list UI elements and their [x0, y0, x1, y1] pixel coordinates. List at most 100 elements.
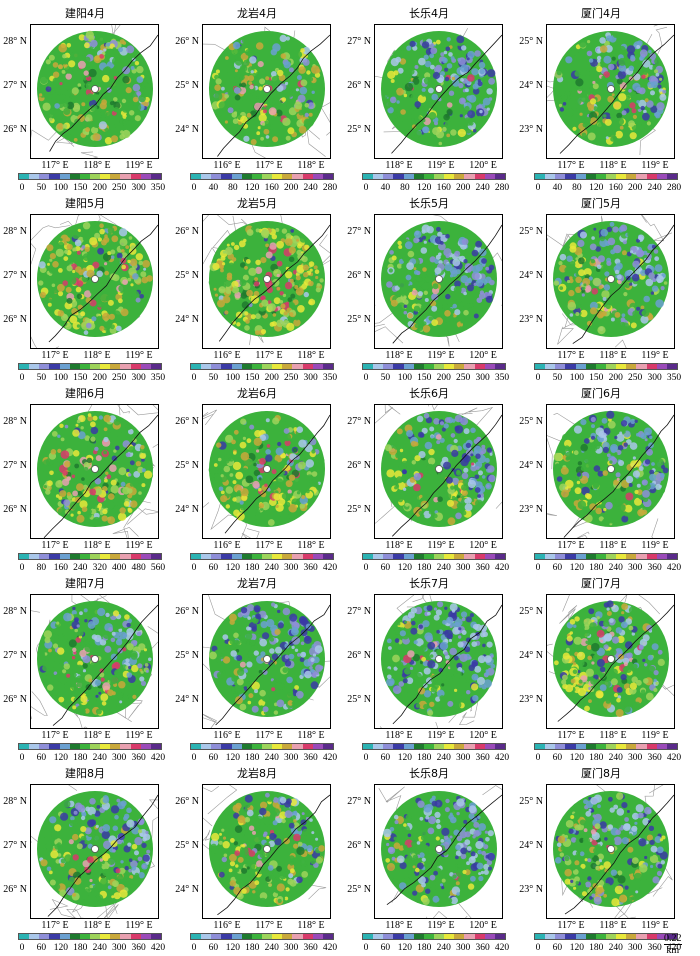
echo-cell — [617, 650, 620, 653]
latitude-tick-label: 27° N — [347, 36, 371, 47]
echo-cell — [458, 635, 461, 638]
latitude-tick-label: 26° N — [3, 314, 27, 325]
panel-title: 龙岩5月 — [172, 195, 342, 211]
echo-cell — [286, 302, 289, 305]
color-bar-swatch — [120, 554, 130, 559]
echo-cell — [234, 640, 239, 645]
echo-cell — [577, 481, 580, 484]
echo-cell — [233, 462, 241, 470]
latitude-tick-label: 25° N — [347, 694, 371, 705]
echo-cell — [68, 60, 75, 67]
latitude-tick-label: 26° N — [175, 606, 199, 617]
echo-cell — [249, 425, 254, 430]
echo-cell — [111, 654, 118, 661]
echo-cell — [117, 623, 123, 629]
echo-cell — [606, 411, 614, 419]
echo-cell — [617, 78, 623, 84]
echo-cell — [106, 329, 110, 333]
color-bar-swatch — [242, 364, 252, 369]
echo-cell — [266, 252, 273, 259]
echo-cell — [109, 676, 117, 684]
echo-cell — [593, 481, 600, 488]
color-bar-swatch — [485, 744, 495, 749]
latitude-tick-label: 25° N — [175, 270, 199, 281]
color-bar-swatch — [657, 174, 667, 179]
echo-cell — [62, 54, 66, 58]
echo-cell — [621, 317, 626, 322]
echo-cell — [575, 78, 583, 86]
echo-cell — [235, 696, 243, 704]
map-frame — [202, 594, 331, 729]
radar-map — [547, 25, 674, 158]
echo-cell — [91, 427, 99, 435]
echo-cell — [612, 93, 615, 96]
echo-cell — [632, 676, 638, 682]
echo-cell — [582, 287, 586, 291]
echo-cell — [588, 608, 594, 614]
echo-cell — [219, 487, 224, 492]
echo-cell — [441, 675, 449, 683]
echo-cell — [97, 316, 102, 321]
echo-cell — [603, 266, 607, 270]
color-bar-swatch — [495, 174, 505, 179]
echo-cell — [103, 631, 111, 639]
echo-cell — [313, 654, 316, 657]
echo-cell — [597, 326, 605, 334]
echo-cell — [312, 292, 320, 300]
echo-cell — [65, 425, 69, 429]
echo-cell — [72, 648, 76, 652]
echo-cell — [600, 684, 607, 691]
echo-cell — [640, 71, 644, 75]
echo-cell — [72, 607, 75, 610]
echo-cell — [422, 503, 428, 509]
radar-map — [203, 215, 330, 348]
echo-cell — [244, 325, 250, 331]
color-bar-swatch — [141, 554, 151, 559]
echo-cell — [220, 269, 224, 273]
color-bar-swatch — [29, 364, 39, 369]
echo-cell — [116, 326, 122, 332]
echo-cell — [251, 70, 254, 73]
echo-cell — [62, 124, 67, 129]
echo-cell — [585, 117, 591, 123]
boundary-line — [321, 100, 330, 135]
echo-cell — [234, 245, 239, 250]
echo-cell — [561, 467, 569, 475]
echo-cell — [390, 97, 397, 104]
echo-cell — [451, 56, 455, 60]
echo-cell — [67, 265, 73, 271]
echo-cell — [460, 78, 464, 82]
echo-cell — [429, 702, 434, 707]
echo-cell — [590, 244, 597, 251]
echo-cell — [429, 112, 437, 120]
radar-map — [31, 25, 158, 158]
echo-cell — [45, 489, 50, 494]
color-bar-swatch — [616, 744, 626, 749]
latitude-tick-label: 28° N — [3, 36, 27, 47]
echo-cell — [440, 642, 448, 650]
echo-cell — [104, 427, 108, 431]
echo-cell — [621, 516, 628, 523]
echo-cell — [126, 116, 131, 121]
echo-cell — [479, 69, 485, 75]
echo-cell — [609, 131, 616, 138]
color-bar-swatch — [647, 174, 657, 179]
echo-cell — [121, 482, 126, 487]
echo-cell — [133, 84, 141, 92]
echo-cell — [319, 666, 323, 670]
echo-cell — [466, 279, 471, 284]
color-bar-swatch — [141, 364, 151, 369]
echo-cell — [53, 643, 58, 648]
echo-cell — [642, 510, 647, 515]
echo-cell — [252, 706, 259, 713]
echo-cell — [84, 608, 88, 612]
echo-cell — [616, 709, 624, 717]
echo-cell — [488, 475, 495, 482]
echo-cell — [49, 871, 53, 875]
echo-cell — [566, 457, 570, 461]
echo-cell — [83, 442, 89, 448]
echo-cell — [461, 45, 466, 50]
color-bar-swatch — [120, 364, 130, 369]
echo-cell — [119, 134, 125, 140]
color-bar-swatch — [424, 744, 434, 749]
